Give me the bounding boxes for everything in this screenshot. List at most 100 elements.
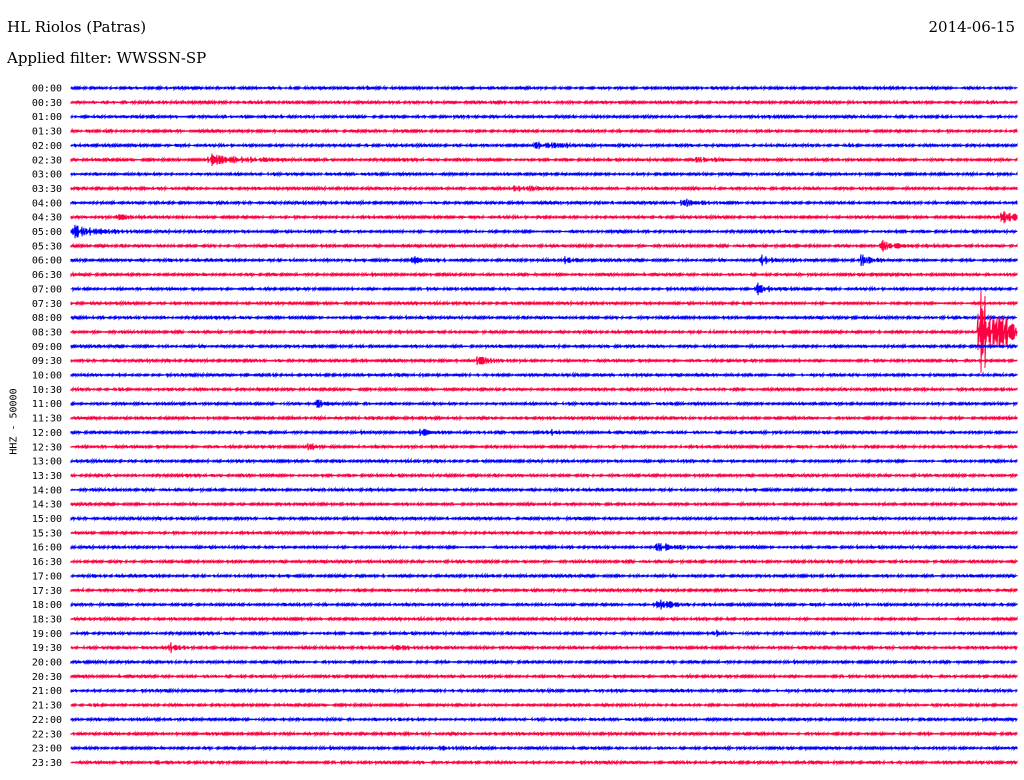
time-tick-label: 12:00 [32, 428, 62, 439]
time-tick-label: 03:00 [32, 170, 62, 181]
time-tick-label: 13:30 [32, 471, 62, 482]
seismic-trace-line [70, 314, 1017, 322]
seismic-trace-line [70, 170, 1018, 178]
seismic-trace-line [70, 270, 1018, 279]
seismic-trace-line [70, 239, 1018, 252]
seismic-trace-line [70, 586, 1018, 594]
seismic-trace-line [70, 371, 1018, 379]
seismic-trace-line [70, 224, 1018, 239]
time-tick-label: 20:30 [32, 672, 62, 683]
seismic-trace-line [70, 141, 1018, 150]
plot-date: 2014-06-15 [928, 18, 1015, 36]
seismic-trace-line [70, 457, 1018, 465]
seismic-trace-line [70, 282, 1018, 296]
time-tick-label: 15:30 [32, 528, 62, 539]
time-tick-label: 06:00 [32, 256, 62, 267]
time-tick-label: 15:00 [32, 514, 62, 525]
time-tick-label: 00:00 [32, 84, 62, 95]
time-tick-label: 01:30 [32, 127, 62, 138]
time-tick-label: 23:00 [32, 744, 62, 755]
seismic-trace-line [70, 127, 1018, 135]
seismic-trace-line [70, 514, 1018, 523]
station-title: HL Riolos (Patras) [7, 18, 147, 36]
seismic-trace-line [70, 299, 1018, 307]
seismic-trace-line [70, 356, 1018, 366]
time-tick-label: 01:00 [32, 112, 62, 123]
seismic-trace-line [70, 184, 1018, 193]
seismic-trace-line [70, 642, 1018, 654]
seismic-trace-line [70, 153, 1018, 167]
seismic-trace-line [70, 758, 1018, 766]
seismic-trace-line [70, 84, 1018, 92]
seismic-trace-line [70, 399, 1018, 408]
time-tick-label: 18:00 [32, 600, 62, 611]
time-tick-label: 10:00 [32, 371, 62, 382]
time-tick-label: 22:00 [32, 715, 62, 726]
seismic-trace-line [70, 599, 1018, 610]
seismic-trace-line [70, 428, 1018, 437]
time-tick-label: 03:30 [32, 184, 62, 195]
time-tick-label: 04:30 [32, 213, 62, 224]
time-tick-label: 14:30 [32, 500, 62, 511]
seismic-trace-line [70, 500, 1018, 508]
seismic-trace-line [70, 211, 1018, 224]
seismic-trace-line [70, 385, 1018, 393]
time-tick-label: 11:30 [32, 414, 62, 425]
time-tick-label: 18:30 [32, 614, 62, 625]
time-tick-label: 07:30 [32, 299, 62, 310]
seismic-trace-line [70, 443, 1018, 451]
seismic-trace-line [70, 687, 1018, 695]
seismic-trace-line [70, 558, 1018, 566]
time-tick-label: 07:00 [32, 284, 62, 295]
time-tick-label: 11:00 [32, 399, 62, 410]
time-tick-label: 02:00 [32, 141, 62, 152]
time-tick-label: 04:00 [32, 198, 62, 209]
time-tick-label: 21:00 [32, 686, 62, 697]
seismic-trace-line [70, 113, 1018, 121]
seismic-trace-line [70, 730, 1018, 738]
time-tick-label: 13:00 [32, 457, 62, 468]
seismic-trace-line [70, 471, 1018, 479]
seismic-trace-line [70, 615, 1018, 623]
seismic-trace-line [70, 542, 1018, 552]
time-tick-label: 00:30 [32, 98, 62, 109]
seismic-trace-line [70, 342, 1018, 350]
seismic-trace-line [70, 629, 1018, 637]
time-tick-label: 20:00 [32, 658, 62, 669]
seismic-trace-line [70, 529, 1018, 537]
time-tick-label: 08:00 [32, 313, 62, 324]
seismic-trace-line [70, 486, 1018, 494]
seismic-trace-line [70, 744, 1018, 752]
time-tick-label: 16:30 [32, 557, 62, 568]
seismic-trace-line [70, 98, 1018, 106]
seismic-trace-line [70, 291, 1018, 373]
time-tick-label: 02:30 [32, 155, 62, 166]
time-tick-label: 05:00 [32, 227, 62, 238]
time-tick-label: 19:00 [32, 629, 62, 640]
time-tick-label: 06:30 [32, 270, 62, 281]
time-tick-label: 23:30 [32, 758, 62, 769]
time-tick-label: 17:00 [32, 571, 62, 582]
time-tick-label: 17:30 [32, 586, 62, 597]
time-tick-label: 08:30 [32, 327, 62, 338]
seismic-trace-line [70, 658, 1018, 666]
seismic-trace-line [70, 198, 1018, 208]
seismic-trace-line [70, 701, 1018, 709]
time-tick-label: 12:30 [32, 442, 62, 453]
time-tick-label: 21:30 [32, 701, 62, 712]
time-tick-label: 10:30 [32, 385, 62, 396]
applied-filter-label: Applied filter: WWSSN-SP [7, 49, 207, 67]
time-tick-label: 22:30 [32, 729, 62, 740]
time-tick-label: 05:30 [32, 241, 62, 252]
seismic-trace-line [70, 414, 1018, 422]
seismic-trace-line [70, 715, 1018, 723]
time-tick-label: 09:30 [32, 356, 62, 367]
seismic-trace-line [70, 672, 1018, 681]
time-tick-label: 14:00 [32, 485, 62, 496]
time-tick-label: 09:00 [32, 342, 62, 353]
time-tick-label: 16:00 [32, 543, 62, 554]
time-tick-label: 19:30 [32, 643, 62, 654]
seismic-trace-line [70, 254, 1018, 267]
seismic-trace-line [70, 572, 1018, 580]
